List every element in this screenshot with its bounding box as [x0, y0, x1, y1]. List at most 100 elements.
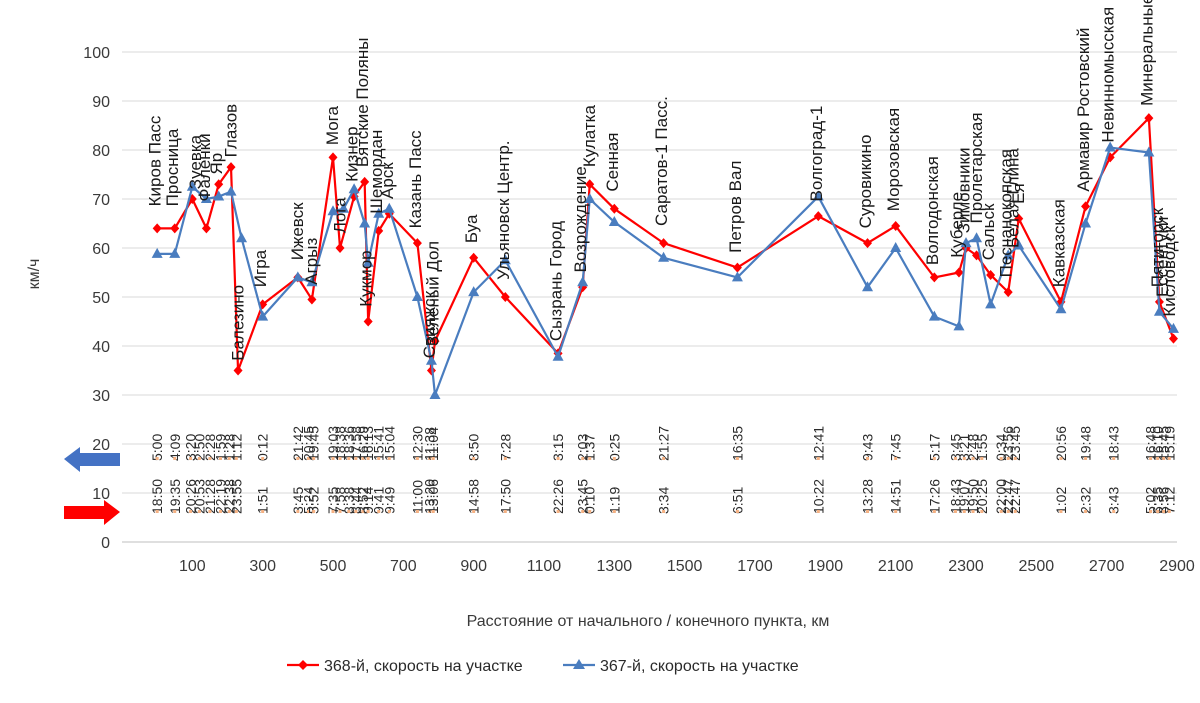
time-367-3: 2:50 [191, 434, 207, 461]
time-367-29: 21:27 [656, 426, 672, 461]
point-367-15 [373, 207, 385, 218]
point-367-28 [812, 190, 824, 201]
point-367-17 [411, 291, 423, 301]
point-367-41 [1143, 146, 1155, 157]
station-label-44: Ессентуки [1153, 217, 1172, 297]
x-tick-900: 900 [460, 558, 487, 575]
station-label-24: Кулатка [580, 105, 599, 168]
time-367-46: 16:10 [1150, 426, 1166, 461]
station-label-16: Арск [378, 162, 397, 199]
time-marker-367-41 [1013, 457, 1017, 460]
time-368-13: 7:58 [332, 487, 348, 514]
point-367-2 [186, 180, 198, 191]
point-368-5 [226, 162, 236, 173]
point-368-43 [1168, 333, 1178, 344]
time-368-29: 3:34 [656, 487, 672, 514]
point-367-3 [200, 193, 212, 203]
time-marker-367-8 [261, 457, 265, 460]
y-tick-60: 60 [92, 241, 110, 258]
time-marker-367-42 [1059, 457, 1063, 460]
point-367-11 [338, 202, 350, 213]
station-label-9: Агрыз [302, 238, 321, 285]
time-marker-368-36 [962, 510, 966, 513]
time-marker-367-9 [296, 457, 300, 460]
x-tick-2700: 2700 [1089, 558, 1125, 575]
time-marker-367-0 [155, 457, 159, 460]
time-367-28: 0:25 [606, 434, 622, 461]
station-label-0: Киров Пасс [146, 115, 165, 206]
time-marker-367-36 [962, 457, 966, 460]
point-367-27 [731, 271, 743, 282]
time-marker-367-27 [588, 457, 592, 460]
time-marker-367-13 [338, 457, 342, 460]
y-axis-title: км/ч [26, 259, 43, 290]
station-label-3: Фаленки [195, 133, 214, 201]
legend-swatch-367-marker [573, 659, 585, 669]
time-368-28: 1:19 [606, 487, 622, 514]
time-marker-368-4 [208, 510, 212, 513]
x-tick-300: 300 [249, 558, 276, 575]
y-tick-10: 10 [92, 486, 110, 503]
time-367-14: 18:36 [341, 426, 357, 461]
time-marker-368-13 [338, 510, 342, 513]
time-marker-367-31 [816, 457, 820, 460]
point-367-5 [225, 185, 237, 196]
station-label-5: Глазов [221, 104, 240, 158]
time-368-7: 23:55 [228, 479, 244, 514]
station-label-15: Шемордан [367, 130, 386, 214]
point-367-8 [292, 271, 304, 282]
time-367-32: 9:43 [860, 434, 876, 461]
point-367-16 [383, 202, 395, 213]
station-label-12: Кизнер [343, 126, 362, 182]
x-tick-2300: 2300 [948, 558, 984, 575]
station-label-30: Морозовская [884, 108, 903, 211]
time-marker-367-23 [472, 457, 476, 460]
station-label-13: Вятские Поляны [353, 38, 372, 168]
point-368-29 [863, 238, 873, 249]
time-367-22: 11:04 [425, 427, 441, 461]
time-368-8: 1:51 [255, 487, 271, 514]
time-marker-368-35 [953, 510, 957, 513]
station-label-19: Зеленый Дол [423, 241, 442, 346]
point-367-7 [257, 310, 269, 321]
time-368-6: 22:38 [221, 479, 237, 514]
y-tick-50: 50 [92, 290, 110, 307]
time-marker-368-37 [971, 510, 975, 513]
time-marker-367-37 [971, 457, 975, 460]
y-tick-70: 70 [92, 192, 110, 209]
time-marker-367-6 [227, 457, 231, 460]
time-marker-367-21 [428, 457, 432, 460]
station-label-4: Яр [207, 153, 226, 175]
legend-swatch-368-marker [298, 660, 308, 670]
station-label-43: Пятигорск [1148, 207, 1167, 287]
station-label-26: Саратов-1 Пасс. [652, 96, 671, 226]
time-marker-367-15 [354, 457, 358, 460]
station-label-42: Минеральные Воды [1137, 0, 1156, 106]
y-tick-40: 40 [92, 339, 110, 356]
time-368-0: 18:50 [149, 479, 165, 514]
time-367-2: 3:20 [183, 434, 199, 461]
point-368-31 [929, 272, 939, 283]
point-367-0 [151, 247, 163, 258]
time-marker-368-23 [472, 510, 476, 513]
station-label-41: Невинномысская [1099, 7, 1118, 143]
time-368-33: 14:51 [888, 479, 904, 514]
time-marker-367-1 [173, 457, 177, 460]
time-marker-368-10 [306, 510, 310, 513]
time-367-44: 18:43 [1106, 426, 1122, 461]
point-368-20 [469, 252, 479, 263]
time-marker-368-19 [387, 510, 391, 513]
time-367-20: 12:30 [409, 426, 425, 461]
station-label-1: Просница [163, 128, 182, 206]
time-367-47: 15:45 [1156, 426, 1172, 461]
time-marker-368-18 [377, 510, 381, 513]
time-367-45: 16:48 [1143, 426, 1159, 461]
station-label-17: Казань Пасс [406, 130, 425, 229]
point-367-9 [306, 276, 318, 287]
x-tick-1900: 1900 [808, 558, 844, 575]
time-marker-367-19 [387, 457, 391, 460]
point-368-21 [500, 292, 510, 302]
time-marker-368-20 [415, 510, 419, 513]
time-marker-367-44 [1112, 457, 1116, 460]
series-line-0 [157, 117, 1175, 372]
